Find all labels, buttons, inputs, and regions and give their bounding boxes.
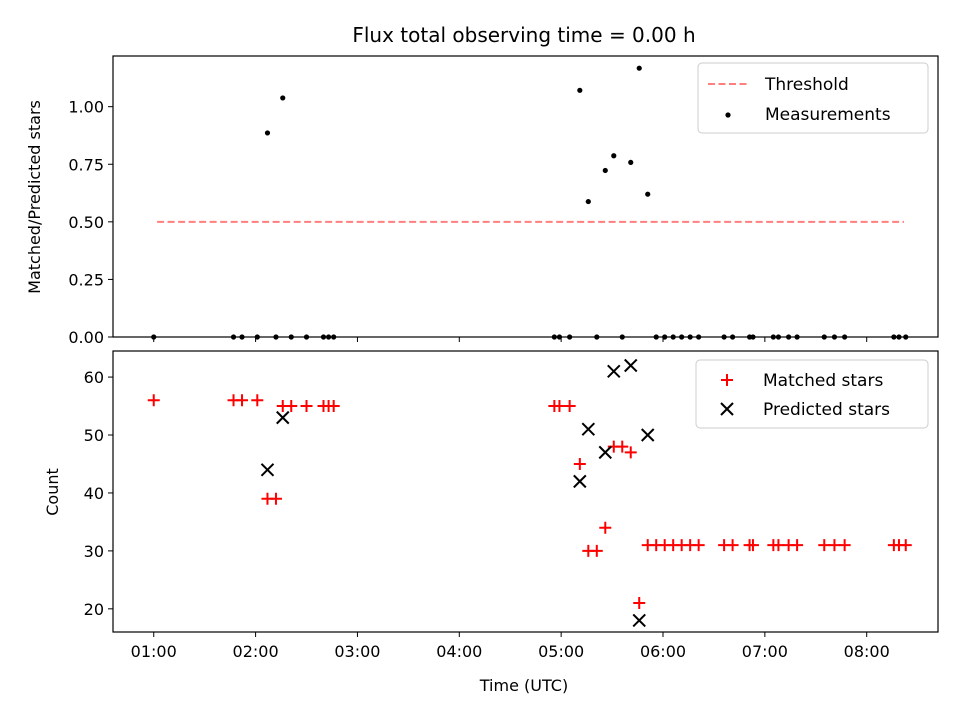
matched-star-point [791,539,804,552]
matched-star-point [838,539,851,552]
count-x-tick-label: 01:00 [131,642,177,661]
matched-star-point [300,400,313,413]
matched-star-point [553,400,566,413]
matched-star-point [573,457,586,470]
matched-star-point [899,539,912,552]
matched-star-point [563,400,576,413]
count-y-tick-label: 30 [84,542,104,561]
count-y-tick-label: 50 [84,426,104,445]
predicted-star-point [260,463,275,477]
count-y-axis-label: Count [43,468,62,516]
legend-measurements-label: Measurements [765,105,891,125]
predicted-star-point [581,422,596,436]
ratio-y-ticks: 0.00 0.25 0.50 0.75 1.00 [68,98,113,347]
measurement-point [645,191,651,197]
matched-star-point [828,539,841,552]
count-x-tick-label: 08:00 [844,642,890,661]
predicted-star-point [607,364,621,378]
matched-star-point [772,539,785,552]
ratio-x-ticks [153,337,868,342]
count-legend: Matched stars Predicted stars [695,359,929,429]
predicted-star-point [573,474,587,489]
count-x-axis-label: Time (UTC) [479,676,568,695]
matched-star-point [251,394,264,407]
count-x-tick-label: 06:00 [640,642,686,661]
predicted-star-point [598,445,612,460]
legend-predicted-label: Predicted stars [763,400,890,420]
matched-star-point [590,544,603,557]
count-panel: 01:00 02:00 03:00 04:00 05:00 06:00 07:00 08:00… [43,350,939,695]
predicted-star-point [632,613,646,628]
measurement-point [577,87,583,93]
legend-measurements-swatch [725,112,731,118]
count-y-tick-label: 20 [84,600,104,619]
figure-title: Flux total observing time = 0.00 h [352,23,695,47]
count-legend-box [695,359,929,429]
ratio-y-tick-label: 0.00 [68,328,104,347]
measurement-point [611,153,617,159]
ratio-y-tick-label: 0.25 [68,270,104,289]
ratio-legend-box [697,62,929,134]
count-y-tick-label: 40 [84,484,104,503]
matched-star-point [633,597,646,610]
count-x-tick-label: 03:00 [334,642,380,661]
count-x-tick-label: 05:00 [538,642,584,661]
matched-star-point [624,446,637,459]
matched-star-point [327,400,340,413]
count-x-tick-label: 04:00 [436,642,482,661]
predicted-star-point [624,358,638,373]
matched-star-point [269,492,282,505]
matched-star-point [818,539,831,552]
count-x-tick-label: 07:00 [742,642,788,661]
ratio-y-tick-label: 0.50 [68,213,104,232]
count-y-tick-label: 60 [84,368,104,387]
predicted-star-point [276,410,290,425]
ratio-frame [112,55,939,338]
count-marks [147,358,912,628]
legend-threshold-label: Threshold [764,75,849,95]
measurement-point [280,95,286,101]
predicted-star-point [641,428,655,442]
legend-predicted-swatch [720,402,734,416]
count-frame [112,350,939,633]
legend-matched-label: Matched stars [763,371,883,391]
count-y-ticks: 20 30 40 50 60 [84,368,113,619]
matched-star-point [746,539,759,552]
matched-star-point [692,539,705,552]
legend-matched-swatch [721,374,733,386]
ratio-y-axis-label: Matched/Predicted stars [25,100,44,294]
matched-star-point [285,400,298,413]
matched-star-point [599,521,612,534]
ratio-y-tick-label: 0.75 [68,155,104,174]
ratio-panel: 0.00 0.25 0.50 0.75 1.00 Matched/Predicted s… [25,55,939,347]
matched-star-point [726,539,739,552]
measurement-point [602,167,608,174]
measurement-point [264,130,271,136]
measurement-point [628,159,634,166]
count-x-ticks: 01:00 02:00 03:00 04:00 05:00 06:00 07:00 08:00 [131,632,890,661]
matched-star-point [236,394,249,407]
ratio-legend: Threshold Measurements [697,62,929,134]
measurement-point [585,198,591,205]
matched-star-point [147,394,160,407]
matched-star-point [616,440,629,453]
ratio-y-tick-label: 1.00 [68,98,104,117]
measurement-point [636,65,642,71]
count-x-tick-label: 02:00 [233,642,279,661]
